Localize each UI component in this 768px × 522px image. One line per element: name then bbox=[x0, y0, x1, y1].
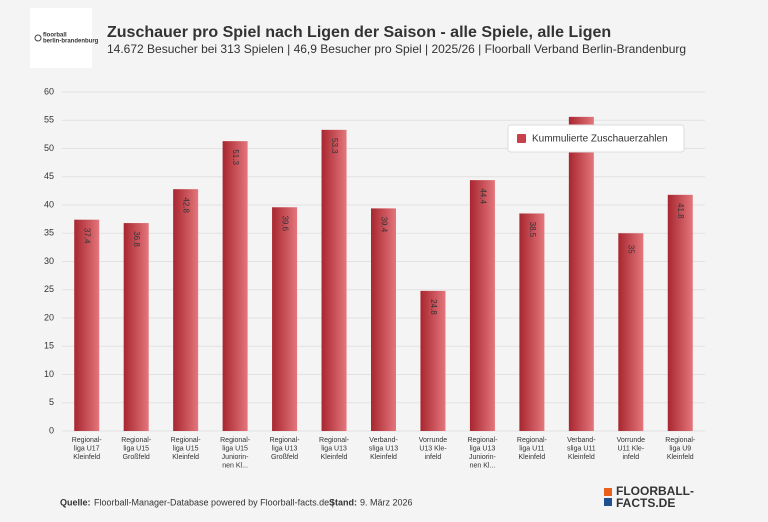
bar bbox=[519, 213, 545, 431]
data-label: 24.8 bbox=[429, 299, 438, 315]
x-tick-label: Regional-liga U9 Kleinfeld bbox=[665, 437, 696, 461]
source: Floorball-Manager-Database powered by Fl… bbox=[94, 497, 334, 507]
y-tick-label: 35 bbox=[44, 228, 54, 238]
bar bbox=[420, 290, 446, 431]
legend-box bbox=[507, 124, 685, 153]
y-tick-label: 25 bbox=[44, 284, 54, 294]
y-tick-label: 20 bbox=[44, 312, 54, 322]
bar bbox=[222, 141, 248, 431]
logo-text: floorball bbox=[43, 33, 67, 39]
logo-text: FACTS.DE bbox=[616, 496, 675, 510]
x-tick-label: Regional-liga U11 Kleinfeld bbox=[517, 437, 548, 461]
bar bbox=[618, 233, 644, 431]
y-tick-label: 40 bbox=[44, 199, 54, 209]
data-label: 38.5 bbox=[528, 222, 537, 238]
data-label: 37.4 bbox=[83, 228, 92, 244]
data-label: 51.3 bbox=[231, 149, 240, 165]
logo-text: berlin-brandenburg bbox=[43, 39, 99, 45]
date: 9. März 2026 bbox=[360, 497, 413, 507]
data-label: 41.8 bbox=[676, 203, 685, 219]
bar bbox=[667, 194, 693, 431]
data-label: 53.3 bbox=[330, 138, 339, 154]
y-tick-label: 50 bbox=[44, 143, 54, 153]
logo-box bbox=[30, 8, 92, 68]
chart-title: Zuschauer pro Spiel nach Ligen der Saiso… bbox=[107, 24, 611, 41]
y-tick-label: 15 bbox=[44, 341, 54, 351]
x-tick-label: Vorrunde U11 Kle-infeld bbox=[617, 437, 646, 461]
bar bbox=[74, 219, 100, 431]
bar bbox=[272, 207, 298, 431]
legend-swatch bbox=[517, 134, 526, 143]
x-tick-label: Regional-liga U17 Kleinfeld bbox=[72, 437, 103, 461]
x-tick-label: Verband-sliga U13 Kleinfeld bbox=[369, 437, 398, 461]
y-tick-label: 0 bbox=[49, 425, 54, 435]
y-tick-label: 30 bbox=[44, 256, 54, 266]
date-label: Stand: bbox=[329, 497, 357, 507]
bar bbox=[173, 189, 199, 431]
x-tick-label: Verband-sliga U11 Kleinfeld bbox=[567, 437, 596, 461]
x-tick-label: Vorrunde U13 Kle-infeld bbox=[419, 437, 448, 461]
x-tick-label: Regional-liga U15 Kleinfeld bbox=[171, 437, 202, 461]
logo-icon bbox=[34, 34, 42, 42]
y-tick-label: 45 bbox=[44, 171, 54, 181]
y-tick-label: 10 bbox=[44, 369, 54, 379]
bar bbox=[321, 129, 347, 432]
data-label: 35 bbox=[627, 245, 636, 254]
x-tick-label: Regional-liga U13 Kleinfeld bbox=[319, 437, 350, 461]
bar bbox=[469, 180, 495, 431]
data-label: 36.8 bbox=[132, 231, 141, 247]
y-tick-label: 60 bbox=[44, 86, 54, 96]
x-tick-label: Regional-liga U15 Großfeld bbox=[121, 437, 152, 461]
legend-label: Kummulierte Zuschauerzahlen bbox=[532, 134, 668, 145]
data-label: 44.4 bbox=[478, 188, 487, 204]
data-label: 39.4 bbox=[379, 217, 388, 233]
x-tick-label: Regional-liga U15 Juniorin-nen Kl... bbox=[220, 437, 251, 470]
x-tick-label: Regional-liga U13 Großfeld bbox=[270, 437, 301, 461]
logo-icon bbox=[604, 488, 612, 496]
y-tick-label: 5 bbox=[49, 397, 54, 407]
chart-subtitle: 14.672 Besucher bei 313 Spielen | 46,9 B… bbox=[107, 42, 686, 56]
logo-icon bbox=[604, 498, 612, 506]
bar bbox=[568, 116, 594, 432]
data-label: 42.8 bbox=[182, 197, 191, 213]
bar bbox=[371, 208, 396, 431]
logo-text: FLOORBALL- bbox=[616, 484, 694, 498]
data-label: 39.6 bbox=[280, 215, 289, 231]
bar bbox=[123, 223, 149, 431]
source-label: Quelle: bbox=[60, 497, 91, 507]
y-tick-label: 55 bbox=[44, 115, 54, 125]
x-tick-label: Regional-liga U13 Juniorin-nen Kl... bbox=[467, 437, 498, 470]
